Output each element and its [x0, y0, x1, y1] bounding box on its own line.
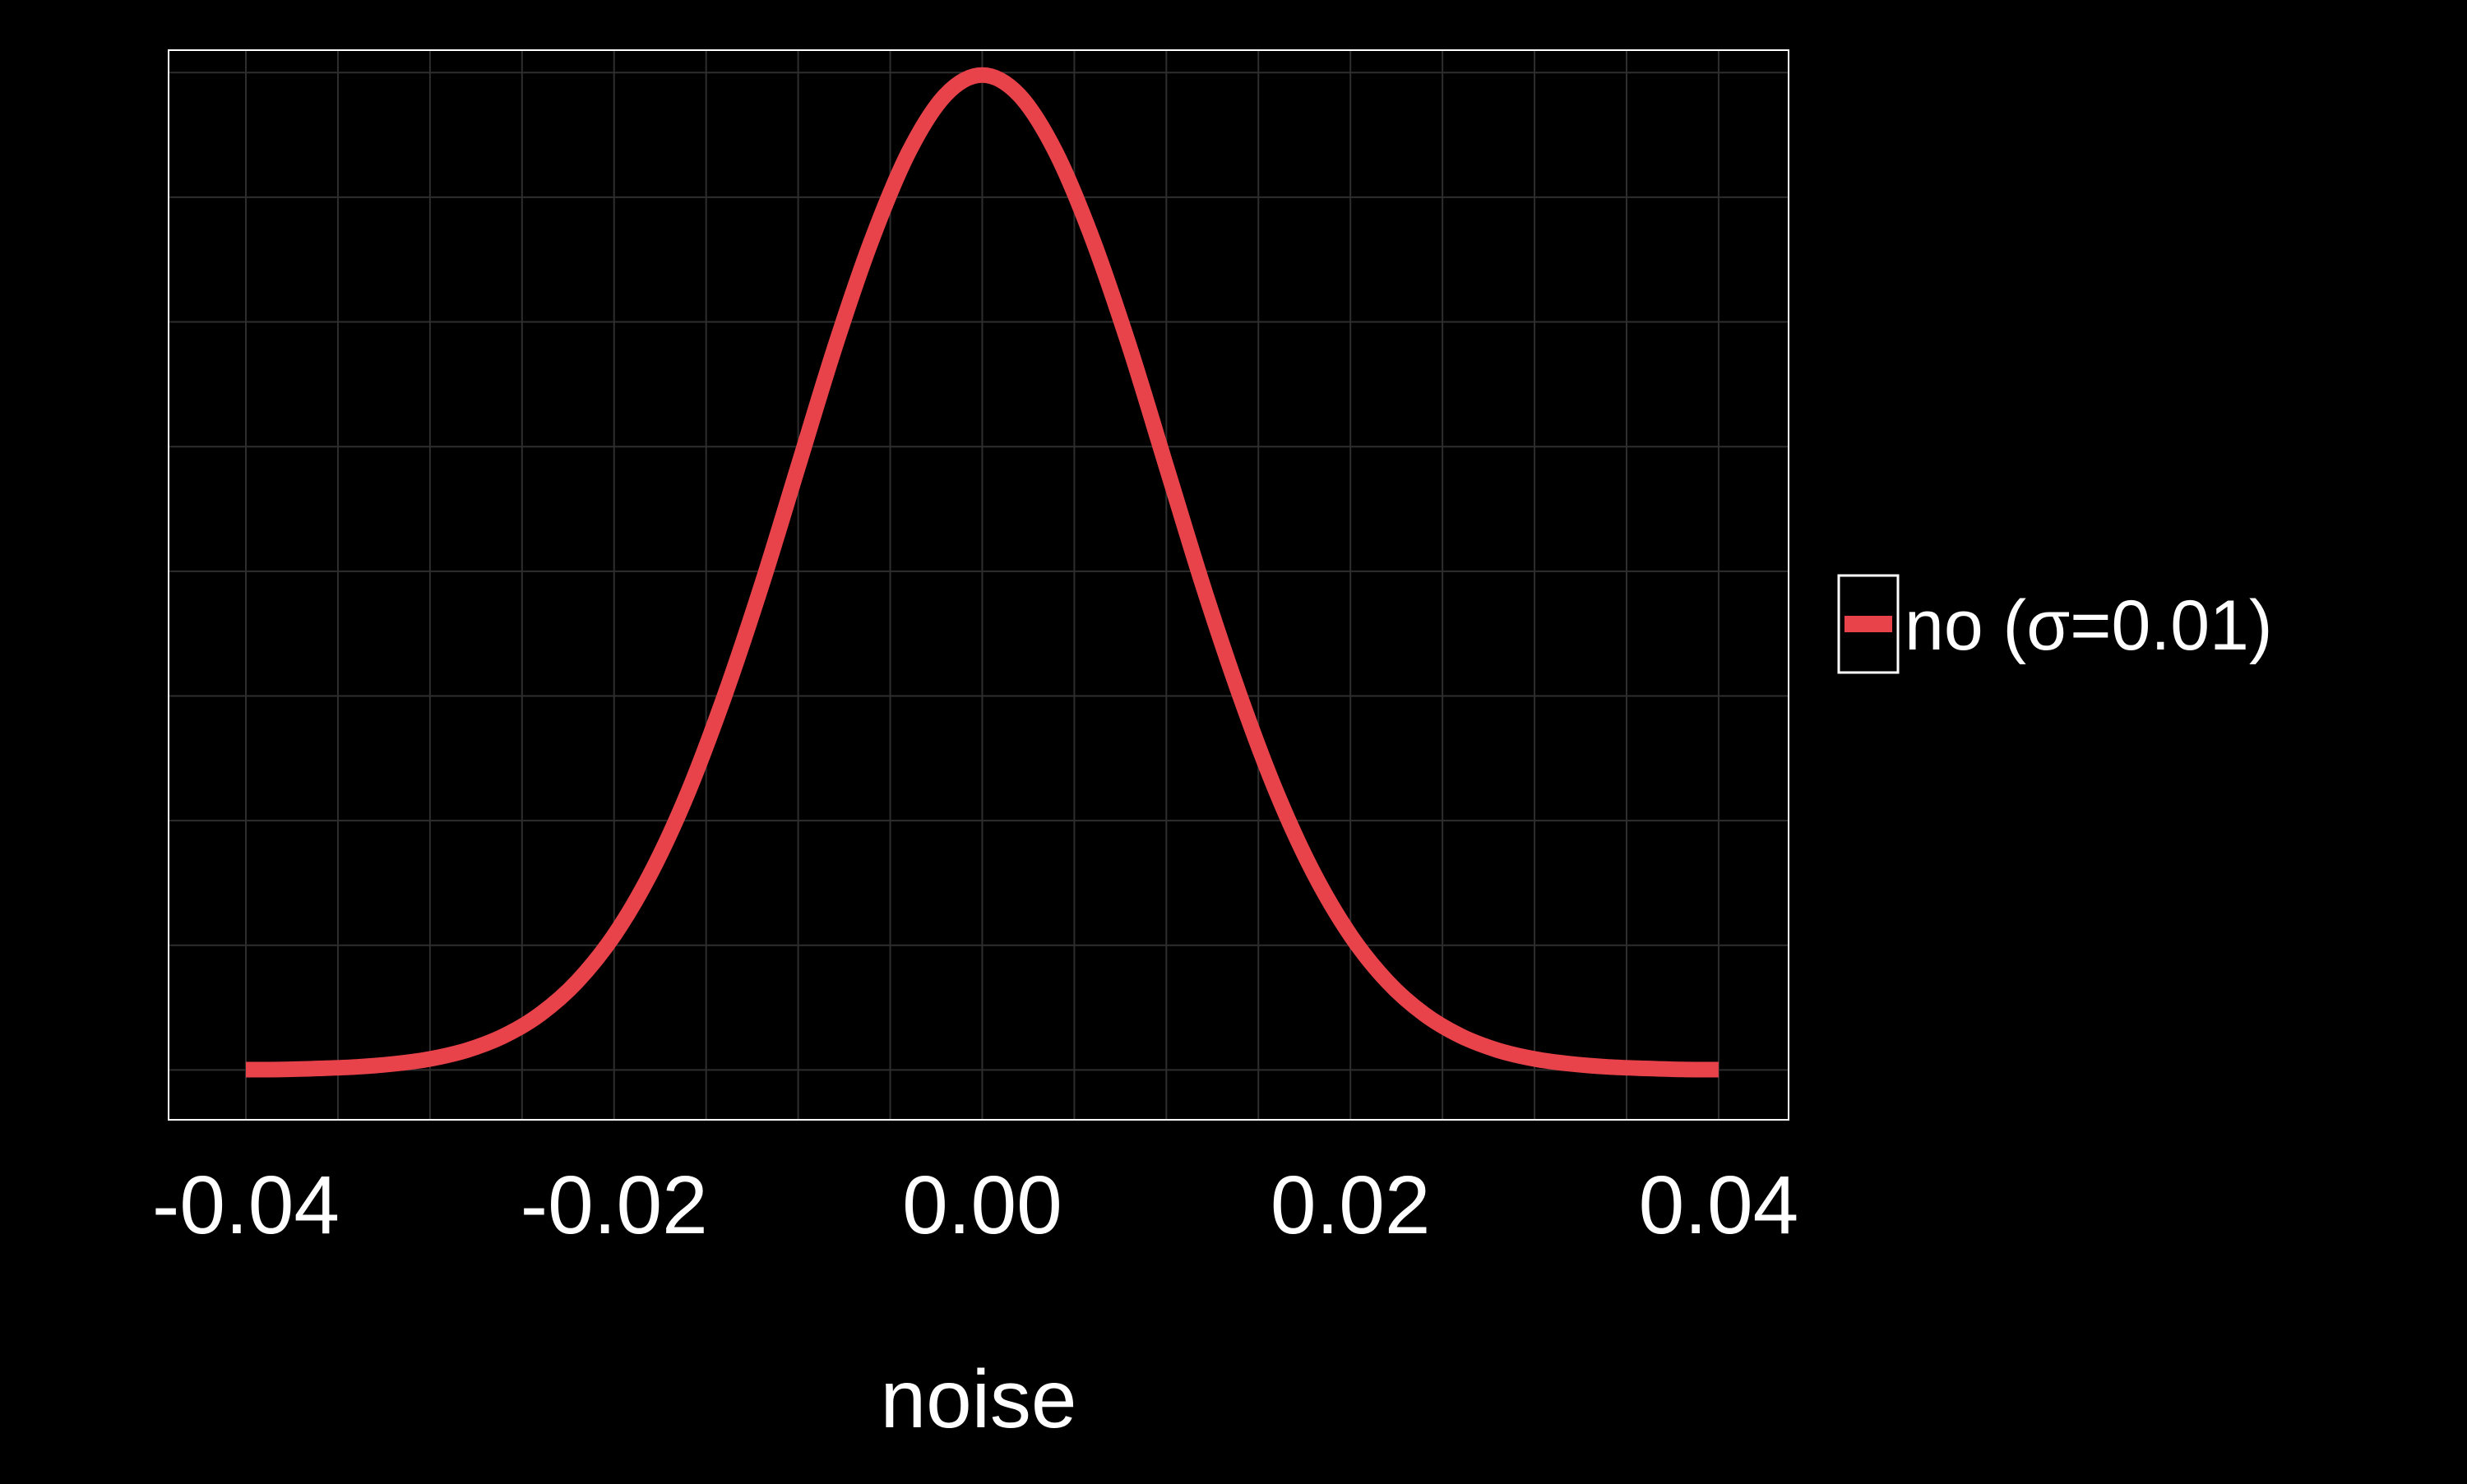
legend-key-box	[1837, 574, 1900, 674]
x-axis-label: noise	[880, 1353, 1076, 1445]
x-tick-label: -0.04	[152, 1159, 340, 1251]
x-tick-label: 0.02	[1271, 1159, 1431, 1251]
grid-lines	[169, 50, 1789, 1120]
legend[interactable]: no (σ=0.01)	[1837, 574, 2273, 674]
density-curve	[245, 67, 1719, 1078]
x-tick-label: -0.02	[521, 1159, 708, 1251]
x-tick-label: 0.04	[1639, 1159, 1799, 1251]
series-layer	[245, 67, 1719, 1078]
legend-label: no (σ=0.01)	[1905, 586, 2273, 665]
x-tick-labels: -0.04 -0.02 0.00 0.02 0.04	[152, 1159, 1798, 1251]
plot-frame	[168, 49, 1789, 1121]
x-tick-label: 0.00	[902, 1159, 1062, 1251]
